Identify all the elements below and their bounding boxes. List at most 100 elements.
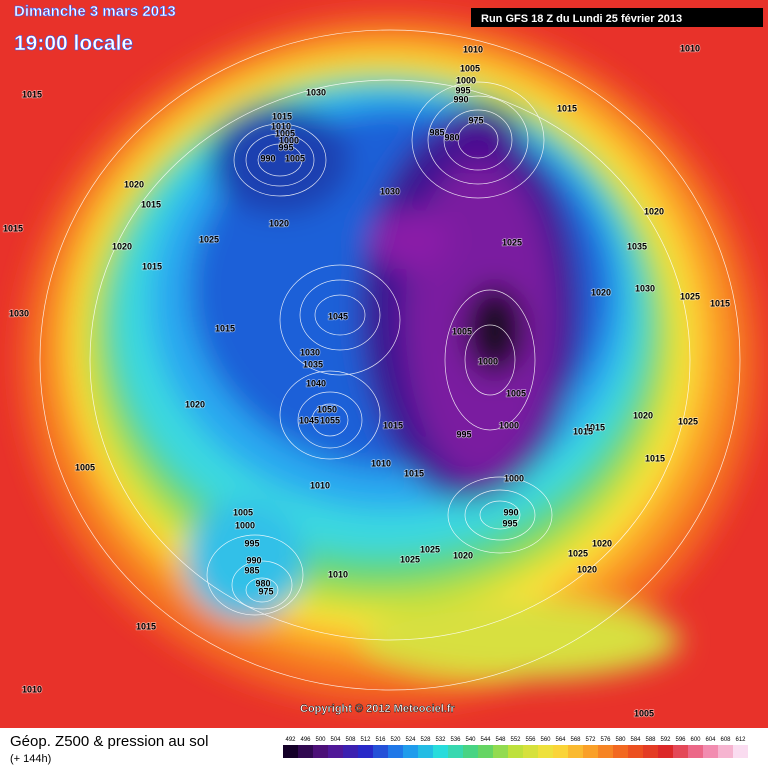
isobar-label: 1015 — [404, 468, 424, 478]
date: Dimanche 3 mars 2013 — [14, 3, 176, 20]
isobar-label: 1020 — [453, 550, 473, 560]
isobar-label: 1015 — [383, 420, 403, 430]
isobar-label: 990 — [503, 507, 518, 517]
scale-swatch — [583, 745, 598, 758]
isobar-label: 1005 — [452, 326, 472, 336]
isobar-label: 1000 — [499, 420, 519, 430]
scale-label: 512 — [360, 737, 371, 743]
scale-label: 492 — [285, 737, 296, 743]
scale-label: 560 — [540, 737, 551, 743]
isobar-label: 1010 — [22, 684, 42, 694]
isobar-label: 1030 — [380, 186, 400, 196]
isobar-label: 1010 — [680, 43, 700, 53]
isobar-label: 1020 — [185, 399, 205, 409]
isobar-label: 1035 — [303, 359, 323, 369]
isobar-label: 1020 — [269, 218, 289, 228]
scale-swatch — [733, 745, 748, 758]
scale-swatch — [673, 745, 688, 758]
isobar-label: 980 — [255, 578, 270, 588]
scale-label: 544 — [480, 737, 491, 743]
isobar-label: 980 — [444, 132, 459, 142]
scale-label: 576 — [600, 737, 611, 743]
isobar-label: 1045 — [299, 415, 319, 425]
scale-swatch — [718, 745, 733, 758]
footer-lead: (+ 144h) — [10, 753, 51, 765]
scale-label: 592 — [660, 737, 671, 743]
isobar-label: 990 — [453, 94, 468, 104]
scale-swatch — [658, 745, 673, 758]
isobar-label: 1010 — [463, 44, 483, 54]
isobar-label: 1000 — [456, 75, 476, 85]
scale-label: 504 — [330, 737, 341, 743]
scale-swatch — [343, 745, 358, 758]
scale-swatch — [283, 745, 298, 758]
isobar-label: 1020 — [591, 287, 611, 297]
isobar-label: 1005 — [275, 128, 295, 138]
scale-swatch — [598, 745, 613, 758]
isobar-label: 990 — [246, 555, 261, 565]
scale-label: 596 — [675, 737, 686, 743]
isobar-label: 1005 — [75, 462, 95, 472]
scale-label: 524 — [405, 737, 416, 743]
isobar-label: 1020 — [112, 241, 132, 251]
scale-swatch — [508, 745, 523, 758]
scale-label: 588 — [645, 737, 656, 743]
scale-label: 548 — [495, 737, 506, 743]
isobar-label: 1015 — [573, 426, 593, 436]
scale-swatch — [703, 745, 718, 758]
isobar-label: 995 — [244, 538, 259, 548]
scale-swatch — [493, 745, 508, 758]
scale-label: 500 — [315, 737, 326, 743]
isobar-label: 1050 — [317, 404, 337, 414]
scale-swatch — [463, 745, 478, 758]
scale-label: 536 — [450, 737, 461, 743]
isobar-label: 1025 — [420, 544, 440, 554]
scale-swatch — [298, 745, 313, 758]
isobar-label: 1015 — [142, 261, 162, 271]
scale-label: 608 — [720, 737, 731, 743]
isobar-label: 995 — [456, 429, 471, 439]
isobars — [39, 29, 741, 691]
isobar-label: 1000 — [279, 135, 299, 145]
isobar-label: 1000 — [478, 356, 498, 366]
scale-label: 612 — [735, 737, 746, 743]
isobar-label: 995 — [278, 142, 293, 152]
scale-swatch — [478, 745, 493, 758]
isobar-label: 1030 — [300, 347, 320, 357]
isobar-label: 1030 — [306, 87, 326, 97]
isobar-label: 1015 — [272, 111, 292, 121]
scale-swatch — [688, 745, 703, 758]
isobar-label: 1015 — [3, 223, 23, 233]
scale-swatch — [328, 745, 343, 758]
copyright: Copyright © 2012 Meteociel.fr — [300, 703, 456, 715]
color-scale: 492 496 500 504 508 512 516 520 524 528 532 536 540 5… — [283, 737, 748, 758]
isobar-label: 1025 — [502, 237, 522, 247]
scale-swatch — [448, 745, 463, 758]
isobar-label: 1015 — [710, 298, 730, 308]
isobar-label: 1010 — [371, 458, 391, 468]
scale-swatch — [613, 745, 628, 758]
footer-title: Géop. Z500 & pression au sol — [10, 733, 208, 750]
scale-label: 532 — [435, 737, 446, 743]
isobar-label: 1025 — [199, 234, 219, 244]
isobar-label: 1020 — [644, 206, 664, 216]
scale-label: 496 — [300, 737, 311, 743]
isobar-label: 1005 — [634, 708, 654, 718]
isobar-label: 1020 — [577, 564, 597, 574]
scale-label: 508 — [345, 737, 356, 743]
isobar-label: 1020 — [633, 410, 653, 420]
isobar-label: 1025 — [678, 416, 698, 426]
scale-swatch — [553, 745, 568, 758]
isobar-label: 1005 — [233, 507, 253, 517]
scale-label: 556 — [525, 737, 536, 743]
isobar-label: 1005 — [506, 388, 526, 398]
isobar-label: 1000 — [235, 520, 255, 530]
scale-label: 572 — [585, 737, 596, 743]
scale-swatch — [418, 745, 433, 758]
isobar-label: 1015 — [141, 199, 161, 209]
isobar-label: 1040 — [306, 378, 326, 388]
isobar-label: 990 — [260, 153, 275, 163]
